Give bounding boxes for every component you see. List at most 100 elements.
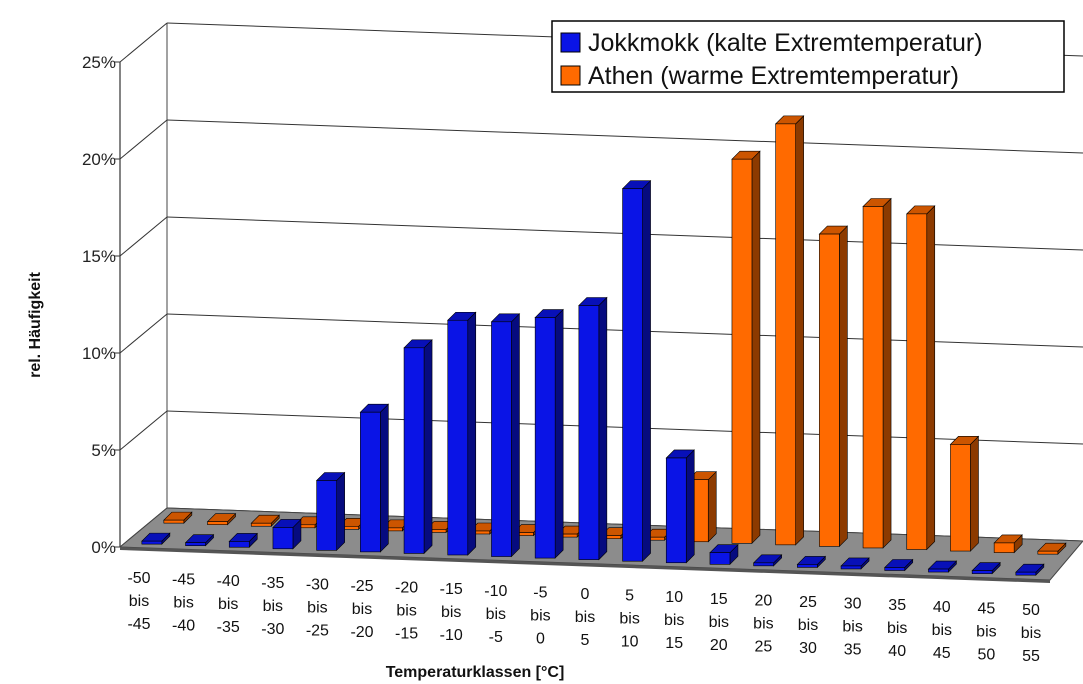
x-tick-label: bis	[129, 593, 149, 610]
bar-athen-14	[774, 115, 805, 546]
y-tick-label: 10%	[82, 344, 116, 363]
x-tick-label: -10	[440, 627, 463, 644]
gridline-side	[119, 410, 168, 451]
bar-athen-15	[818, 225, 849, 548]
bar-athen-20	[1037, 542, 1067, 555]
bars	[141, 115, 1067, 576]
x-tick-label: -45	[172, 572, 195, 589]
x-tick-label: 30	[799, 640, 817, 657]
x-tick-label: 50	[1022, 602, 1040, 619]
bar-athen-2	[250, 514, 280, 527]
legend-swatch	[560, 65, 581, 86]
x-tick-label: bis	[396, 603, 416, 620]
x-tick-label: -10	[484, 583, 507, 600]
x-tick-label: -40	[172, 618, 195, 635]
x-tick-label: 50	[978, 646, 996, 663]
x-tick-label: -25	[306, 622, 329, 639]
x-tick-label: -45	[127, 616, 150, 633]
x-tick-label: bis	[664, 612, 684, 629]
x-tick-label: 20	[755, 592, 773, 609]
x-tick-label: 55	[1022, 648, 1040, 665]
bar-athen-19	[993, 534, 1023, 554]
x-tick-label: -35	[261, 575, 284, 592]
floor-edge	[120, 547, 1050, 583]
x-tick-label: bis	[619, 611, 639, 628]
x-tick-label: 25	[755, 638, 773, 655]
bar-athen-18	[949, 435, 980, 552]
bar-jokkmokk-1	[184, 533, 215, 547]
bar-jokkmokk-12	[665, 449, 695, 564]
x-tick-label: -50	[127, 570, 150, 587]
bar-jokkmokk-10	[578, 296, 608, 561]
gridline-side	[119, 313, 168, 354]
x-tick-label: -20	[395, 580, 418, 597]
x-tick-label: bis	[218, 596, 238, 613]
x-tick-label: bis	[575, 609, 595, 626]
x-tick-label: 40	[933, 599, 951, 616]
bar-jokkmokk-14	[752, 554, 783, 567]
x-tick-label: -25	[350, 578, 373, 595]
x-tick-label: 25	[799, 594, 817, 611]
bar-jokkmokk-2	[228, 532, 258, 548]
bar-athen-17	[906, 205, 936, 551]
x-tick-label: 15	[710, 591, 728, 608]
y-tick-label: 15%	[82, 247, 116, 266]
y-tick-label: 20%	[82, 150, 116, 169]
x-tick-label: bis	[798, 617, 818, 634]
bar-jokkmokk-15	[796, 555, 827, 569]
bar-jokkmokk-19	[971, 561, 1001, 575]
gridline-side	[119, 216, 168, 257]
legend: Jokkmokk (kalte Extremtemperatur) Athen (…	[551, 20, 1065, 93]
x-tick-label: -35	[217, 619, 240, 636]
bar-jokkmokk-16	[840, 557, 870, 570]
x-tick-label: -15	[440, 581, 463, 598]
x-tick-label: 10	[621, 634, 639, 651]
bar-jokkmokk-17	[884, 558, 914, 572]
x-tick-label: -40	[217, 573, 240, 590]
x-tick-label: bis	[932, 622, 952, 639]
x-tick-label: -30	[306, 576, 329, 593]
x-tick-label: 20	[710, 637, 728, 654]
x-tick-label: 45	[978, 600, 996, 617]
x-tick-label: -5	[533, 584, 547, 601]
bar-jokkmokk-11	[621, 179, 652, 562]
x-tick-label: bis	[753, 615, 773, 632]
x-tick-label: bis	[441, 604, 461, 621]
y-tick-label: 5%	[91, 441, 116, 460]
x-tick-label: 10	[665, 589, 683, 606]
x-tick-label: bis	[173, 595, 193, 612]
bar-jokkmokk-6	[403, 339, 433, 555]
bar-jokkmokk-20	[1015, 563, 1045, 576]
x-axis-ticks: -50bis-45-45bis-40-40bis-35-35bis-30-30b…	[127, 570, 1041, 665]
y-axis-ticks: 0% 5% 10% 15% 20% 25%	[82, 53, 120, 557]
bar-jokkmokk-3	[272, 518, 302, 550]
bar-athen-13	[731, 150, 761, 545]
gridline-side	[119, 119, 168, 160]
x-tick-label: bis	[709, 614, 729, 631]
x-tick-label: bis	[486, 606, 506, 623]
x-tick-label: bis	[352, 601, 372, 618]
x-tick-label: 35	[844, 642, 862, 659]
x-tick-label: -20	[350, 624, 373, 641]
y-tick-label: 25%	[82, 53, 116, 72]
x-tick-label: -5	[489, 629, 503, 646]
y-tick-label: 0%	[91, 538, 116, 557]
bar-jokkmokk-0	[141, 532, 171, 545]
gridline-side	[119, 22, 168, 63]
bar-jokkmokk-18	[927, 560, 958, 573]
x-axis-title: Temperaturklassen [°C]	[386, 664, 565, 681]
x-tick-label: 5	[581, 632, 590, 649]
bar-jokkmokk-5	[359, 403, 390, 553]
gridline-back	[166, 119, 1083, 154]
chart-walls	[119, 23, 168, 547]
bar-jokkmokk-4	[315, 471, 346, 552]
legend-label: Athen (warme Extremtemperatur)	[588, 62, 959, 90]
x-tick-label: bis	[263, 598, 283, 615]
bar-jokkmokk-13	[709, 543, 739, 566]
x-tick-label: 5	[625, 588, 634, 605]
bar-athen-16	[862, 197, 892, 549]
x-tick-label: bis	[887, 620, 907, 637]
bar-jokkmokk-7	[447, 311, 477, 556]
